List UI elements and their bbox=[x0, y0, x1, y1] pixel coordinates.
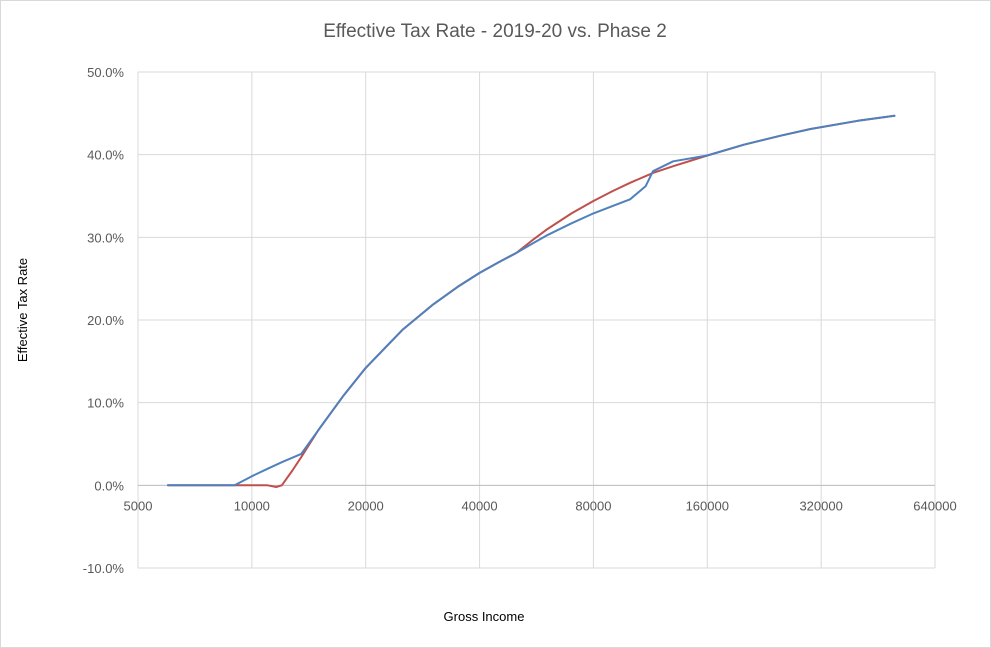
x-tick-label: 640000 bbox=[913, 498, 956, 513]
y-axis-label: Effective Tax Rate bbox=[15, 258, 30, 362]
y-tick-label: 10.0% bbox=[87, 396, 124, 411]
y-tick-label: 40.0% bbox=[87, 148, 124, 163]
x-axis-label: Gross Income bbox=[444, 609, 525, 624]
x-tick-label: 320000 bbox=[799, 498, 842, 513]
y-tick-label: 50.0% bbox=[87, 65, 124, 80]
x-axis-ticks: 5000 10000 20000 40000 80000 160000 320000 6400… bbox=[124, 498, 957, 513]
x-tick-label: 160000 bbox=[686, 498, 729, 513]
gridlines bbox=[137, 71, 936, 569]
x-tick-label: 20000 bbox=[348, 498, 384, 513]
x-tick-label: 40000 bbox=[461, 498, 497, 513]
x-tick-label: 5000 bbox=[124, 498, 153, 513]
x-tick-label: 10000 bbox=[234, 498, 270, 513]
y-axis-ticks: -10.0% 0.0% 10.0% 20.0% 30.0% 40.0% 50.0% bbox=[83, 65, 125, 576]
y-tick-label: -10.0% bbox=[83, 561, 125, 576]
y-tick-label: 0.0% bbox=[94, 478, 124, 493]
y-tick-label: 20.0% bbox=[87, 313, 124, 328]
series-line-1 bbox=[166, 114, 896, 488]
x-tick-label: 80000 bbox=[575, 498, 611, 513]
chart-title: Effective Tax Rate - 2019-20 vs. Phase 2 bbox=[323, 21, 667, 42]
series-line-2 bbox=[166, 114, 896, 487]
series-lines bbox=[166, 114, 896, 488]
y-tick-label: 30.0% bbox=[87, 230, 124, 245]
